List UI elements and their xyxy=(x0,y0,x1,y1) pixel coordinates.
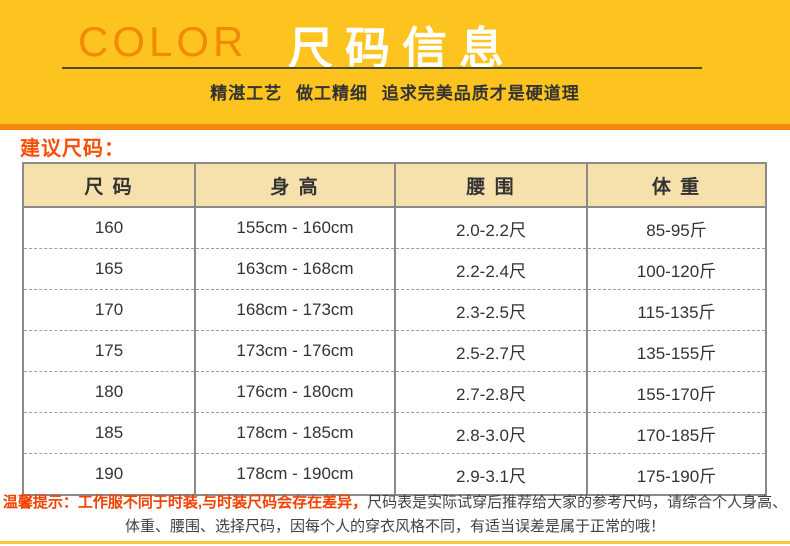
note-line-2: 体重、腰围、选择尺码，因每个人的穿衣风格不同，有适当误差是属于正常的哦！ xyxy=(124,518,665,535)
table-cell: 135-155斤 xyxy=(586,330,766,372)
table-row: 160 155cm - 160cm 2.0-2.2尺 85-95斤 xyxy=(23,207,766,249)
table-row: 165 163cm - 168cm 2.2-2.4尺 100-120斤 xyxy=(23,248,766,290)
footer-note: 温馨提示：工作服不同于时装,与时装尺码会存在差异，尺码表是实际试穿后推荐给大家的… xyxy=(0,491,790,539)
header-orange-strip xyxy=(0,124,790,130)
table-cell: 173cm - 176cm xyxy=(194,330,395,372)
table-row: 170 168cm - 173cm 2.3-2.5尺 115-135斤 xyxy=(23,289,766,331)
title-underline xyxy=(62,67,702,69)
note-line-1: 温馨提示：工作服不同于时装,与时装尺码会存在差异，尺码表是实际试穿后推荐给大家的… xyxy=(0,491,790,515)
table-cell: 2.0-2.2尺 xyxy=(394,207,587,249)
table-cell: 2.7-2.8尺 xyxy=(394,371,587,413)
table-row: 190 178cm - 190cm 2.9-3.1尺 175-190斤 xyxy=(23,453,766,495)
table-cell: 176cm - 180cm xyxy=(194,371,395,413)
table-cell: 175-190斤 xyxy=(586,453,766,495)
col-header-weight: 体 重 xyxy=(586,163,766,208)
col-header-size: 尺 码 xyxy=(23,163,195,208)
table-row: 175 173cm - 176cm 2.5-2.7尺 135-155斤 xyxy=(23,330,766,372)
col-header-waist: 腰 围 xyxy=(394,163,587,208)
table-row: 185 178cm - 185cm 2.8-3.0尺 170-185斤 xyxy=(23,412,766,454)
table-row: 180 176cm - 180cm 2.7-2.8尺 155-170斤 xyxy=(23,371,766,413)
table-cell: 175 xyxy=(23,330,195,372)
col-header-height: 身 高 xyxy=(194,163,395,208)
table-cell: 2.3-2.5尺 xyxy=(394,289,587,331)
table-cell: 170-185斤 xyxy=(586,412,766,454)
table-cell: 163cm - 168cm xyxy=(194,248,395,290)
table-cell: 2.9-3.1尺 xyxy=(394,453,587,495)
table-cell: 155-170斤 xyxy=(586,371,766,413)
table-cell: 190 xyxy=(23,453,195,495)
table-cell: 168cm - 173cm xyxy=(194,289,395,331)
table-cell: 180 xyxy=(23,371,195,413)
table-cell: 85-95斤 xyxy=(586,207,766,249)
header-band: COLOR 尺码信息 精湛工艺 做工精细 追求完美品质才是硬道理 xyxy=(0,0,790,124)
note-line-1-rest: 尺码表是实际试穿后推荐给大家的参考尺码，请综合个人身高、 xyxy=(367,494,788,511)
bottom-strip xyxy=(0,541,790,544)
table-header-row: 尺 码 身 高 腰 围 体 重 xyxy=(23,163,766,208)
table-cell: 185 xyxy=(23,412,195,454)
table-cell: 115-135斤 xyxy=(586,289,766,331)
page-title: 尺码信息 xyxy=(288,23,517,74)
size-table: 尺 码 身 高 腰 围 体 重 160 155cm - 160cm 2.0-2.… xyxy=(22,162,767,496)
table-cell: 100-120斤 xyxy=(586,248,766,290)
table-cell: 160 xyxy=(94,218,124,237)
table-cell: 165 xyxy=(23,248,195,290)
table-cell: 2.2-2.4尺 xyxy=(394,248,587,290)
table-cell: 178cm - 185cm xyxy=(194,412,395,454)
brand-text: COLOR xyxy=(78,18,248,65)
table-cell: 2.5-2.7尺 xyxy=(394,330,587,372)
table-cell: 178cm - 190cm xyxy=(194,453,395,495)
header-subtitle: 精湛工艺 做工精细 追求完美品质才是硬道理 xyxy=(210,84,580,103)
table-cell: 2.8-3.0尺 xyxy=(394,412,587,454)
note-highlight: 温馨提示：工作服不同于时装,与时装尺码会存在差异， xyxy=(2,494,368,511)
table-cell: 155cm - 160cm xyxy=(194,207,395,249)
section-label: 建议尺码： xyxy=(20,138,125,160)
table-cell: 170 xyxy=(23,289,195,331)
